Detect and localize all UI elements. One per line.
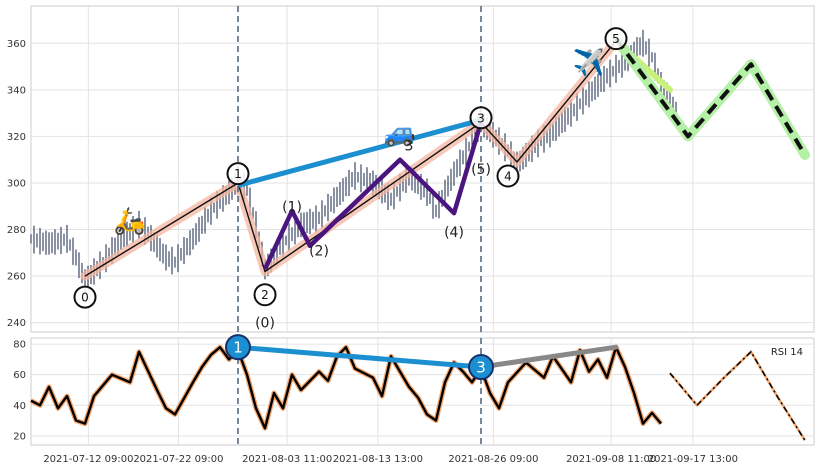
rsi-y-tick-label: 20 — [13, 431, 26, 442]
wave-line-projection — [614, 37, 807, 157]
wave-label: 2 — [261, 288, 269, 302]
price-panel-frame — [30, 5, 815, 333]
wave-label-circle — [253, 283, 277, 307]
rsi-projection — [669, 350, 806, 441]
rsi-marker-label: 3 — [476, 359, 486, 377]
wave-label: 3 — [477, 111, 485, 125]
wave-sub-label: (1) — [282, 199, 302, 215]
price-y-tick-label: 320 — [7, 132, 26, 143]
rsi-trend-blue-trend — [235, 344, 484, 370]
x-tick-label: 2021-09-17 13:00 — [648, 454, 738, 465]
price-y-tick-label: 260 — [7, 272, 26, 283]
wave-label-circle — [496, 164, 520, 188]
rsi-legend: RSI 14 — [771, 347, 803, 358]
rsi-panel-frame — [30, 337, 815, 446]
price-y-tick-label: 360 — [7, 39, 26, 50]
x-tick-label: 2021-07-12 09:00 — [43, 454, 133, 465]
wave-label: 1 — [234, 167, 242, 181]
text-layer: 240260280300320340360204060802021-07-12 … — [7, 27, 803, 465]
wave-sub-label: (0) — [255, 316, 275, 332]
rsi-y-tick-label: 60 — [13, 370, 26, 381]
rsi-trend-gray-trend — [478, 344, 619, 370]
wave-label: 0 — [81, 291, 89, 305]
wave-label-circle — [226, 162, 250, 186]
price-y-tick-label: 280 — [7, 225, 26, 236]
x-tick-label: 2021-08-13 13:00 — [333, 454, 423, 465]
wave-label-circle — [604, 27, 628, 51]
rsi-marker-circle — [468, 354, 494, 381]
wave-line-blue-trend — [237, 117, 482, 188]
wave-sub-label: (5) — [471, 162, 491, 178]
x-tick-label: 2021-07-22 09:00 — [133, 454, 223, 465]
wave-label-circle — [73, 285, 97, 309]
grid-layer — [31, 6, 814, 445]
wave-label-circle — [469, 106, 493, 130]
rsi-marker-circle — [225, 334, 251, 361]
x-tick-label: 2021-08-03 11:00 — [242, 454, 332, 465]
wave-line-purple — [262, 121, 484, 271]
price-layer — [30, 6, 810, 332]
wave-sub-label: (2) — [309, 244, 329, 260]
price-y-tick-label: 300 — [7, 178, 26, 189]
rsi-marker-label: 1 — [233, 339, 243, 357]
emoji-marker: 🚙 — [384, 118, 416, 148]
rsi-y-tick-label: 40 — [13, 401, 26, 412]
rsi-line — [30, 346, 662, 430]
emoji-marker: ✈️ — [573, 46, 605, 78]
wave-label: 5 — [612, 32, 620, 46]
wave-sub-label: (4) — [444, 225, 464, 241]
price-y-tick-label: 340 — [7, 85, 26, 96]
wave-line-black-thin — [84, 40, 617, 277]
wave-label: 4 — [504, 169, 512, 183]
x-tick-label: 2021-09-08 11:00 — [566, 454, 656, 465]
emoji-marker: 🛵 — [114, 207, 146, 237]
rsi-layer — [29, 338, 807, 445]
wave-sub-label: 3 — [405, 139, 414, 155]
x-tick-label: 2021-08-26 09:00 — [448, 454, 538, 465]
rsi-y-tick-label: 80 — [13, 340, 26, 351]
price-y-tick-label: 240 — [7, 318, 26, 329]
